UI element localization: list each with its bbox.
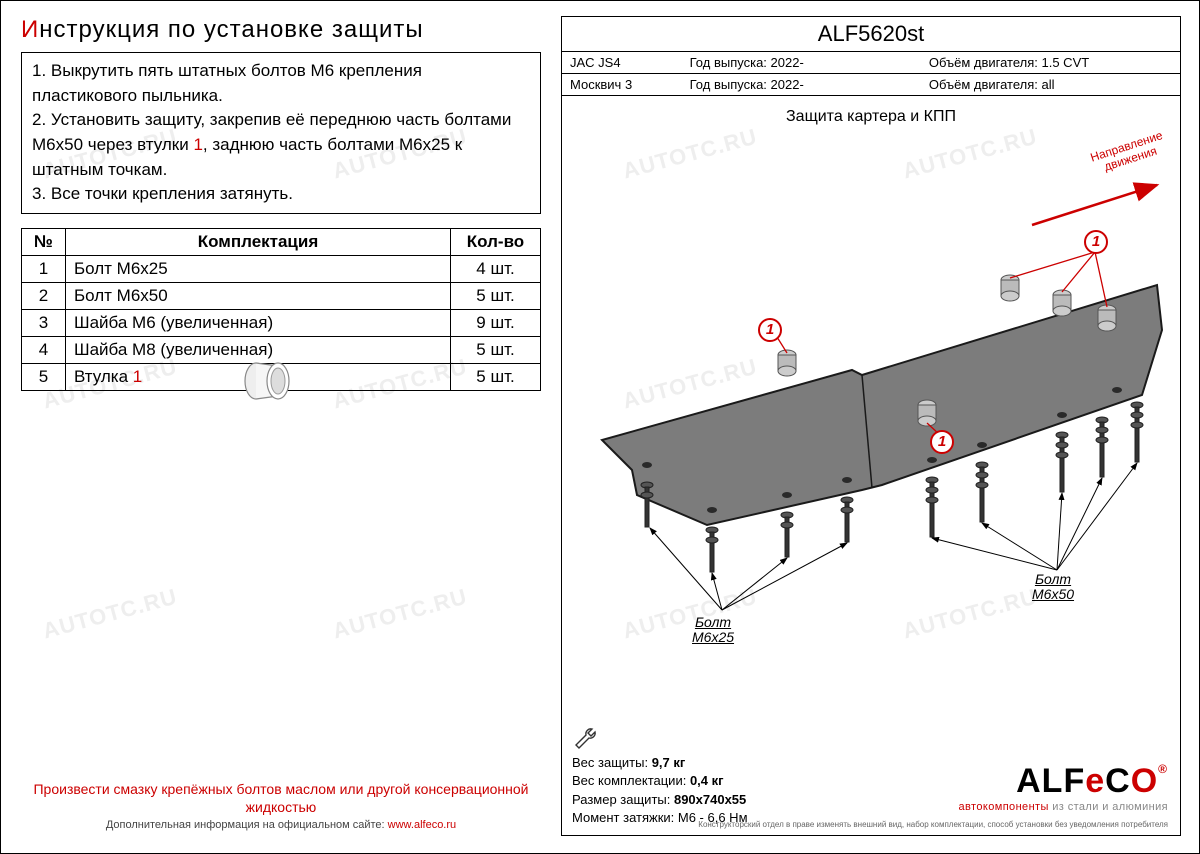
callout-1: 1 (758, 318, 782, 342)
col-no: № (22, 228, 66, 255)
lubrication-warning: Произвести смазку крепёжных болтов масло… (21, 780, 541, 816)
footer-left: Произвести смазку крепёжных болтов масло… (21, 780, 541, 831)
diagram-subtitle: Защита картера и КПП (562, 96, 1180, 130)
fineprint: Конструкторский отдел в праве изменять в… (698, 820, 1168, 829)
watermark: AUTOTC.RU (330, 584, 470, 645)
bolt-label-m6x50: БолтМ6х50 (1032, 572, 1074, 603)
bolt-label-m6x25: БолтМ6х25 (692, 615, 734, 646)
table-row: 3 Шайба М6 (увеличенная) 9 шт. (22, 309, 541, 336)
meta-row: Москвич 3 Год выпуска: 2022- Объём двига… (562, 74, 1180, 96)
part-number: ALF5620st (562, 17, 1180, 52)
bushing-icon (236, 358, 296, 404)
table-row: 1 Болт М6х25 4 шт. (22, 255, 541, 282)
callout-1: 1 (1084, 230, 1108, 254)
watermark: AUTOTC.RU (40, 584, 180, 645)
callout-1: 1 (930, 430, 954, 454)
instructions-box: 1. Выкрутить пять штатных болтов М6 креп… (21, 52, 541, 214)
instruction-step: 2. Установить защиту, закрепив её передн… (32, 108, 530, 182)
instruction-step: 3. Все точки крепления затянуть. (32, 182, 530, 207)
table-header-row: № Комплектация Кол-во (22, 228, 541, 255)
table-row: 2 Болт М6х50 5 шт. (22, 282, 541, 309)
diagram-panel: ALF5620st JAC JS4 Год выпуска: 2022- Объ… (561, 16, 1181, 836)
wrench-icon (572, 725, 600, 753)
website-link[interactable]: www.alfeco.ru (388, 819, 456, 831)
page-title: Инструкция по установке защиты (21, 16, 541, 44)
instruction-step: 1. Выкрутить пять штатных болтов М6 креп… (32, 59, 530, 108)
left-column: Инструкция по установке защиты 1. Выкрут… (21, 16, 541, 391)
title-first-letter: И (21, 16, 39, 43)
specs-block: Вес защиты: 9,7 кг Вес комплектации: 0,4… (572, 754, 748, 827)
meta-row: JAC JS4 Год выпуска: 2022- Объём двигате… (562, 52, 1180, 74)
diagram-area: Направление движения (562, 130, 1180, 690)
alfeco-logo: ALFeCO® автокомпоненты из стали и алюмин… (959, 762, 1168, 813)
table-row: 5 Втулка 1 5 шт. (22, 363, 541, 390)
col-name: Комплектация (66, 228, 451, 255)
diagram-svg (562, 130, 1182, 690)
parts-table: № Комплектация Кол-во 1 Болт М6х25 4 шт.… (21, 228, 541, 391)
col-qty: Кол-во (451, 228, 541, 255)
website-note: Дополнительная информация на официальном… (21, 819, 541, 831)
title-rest: нструкция по установке защиты (39, 16, 423, 43)
